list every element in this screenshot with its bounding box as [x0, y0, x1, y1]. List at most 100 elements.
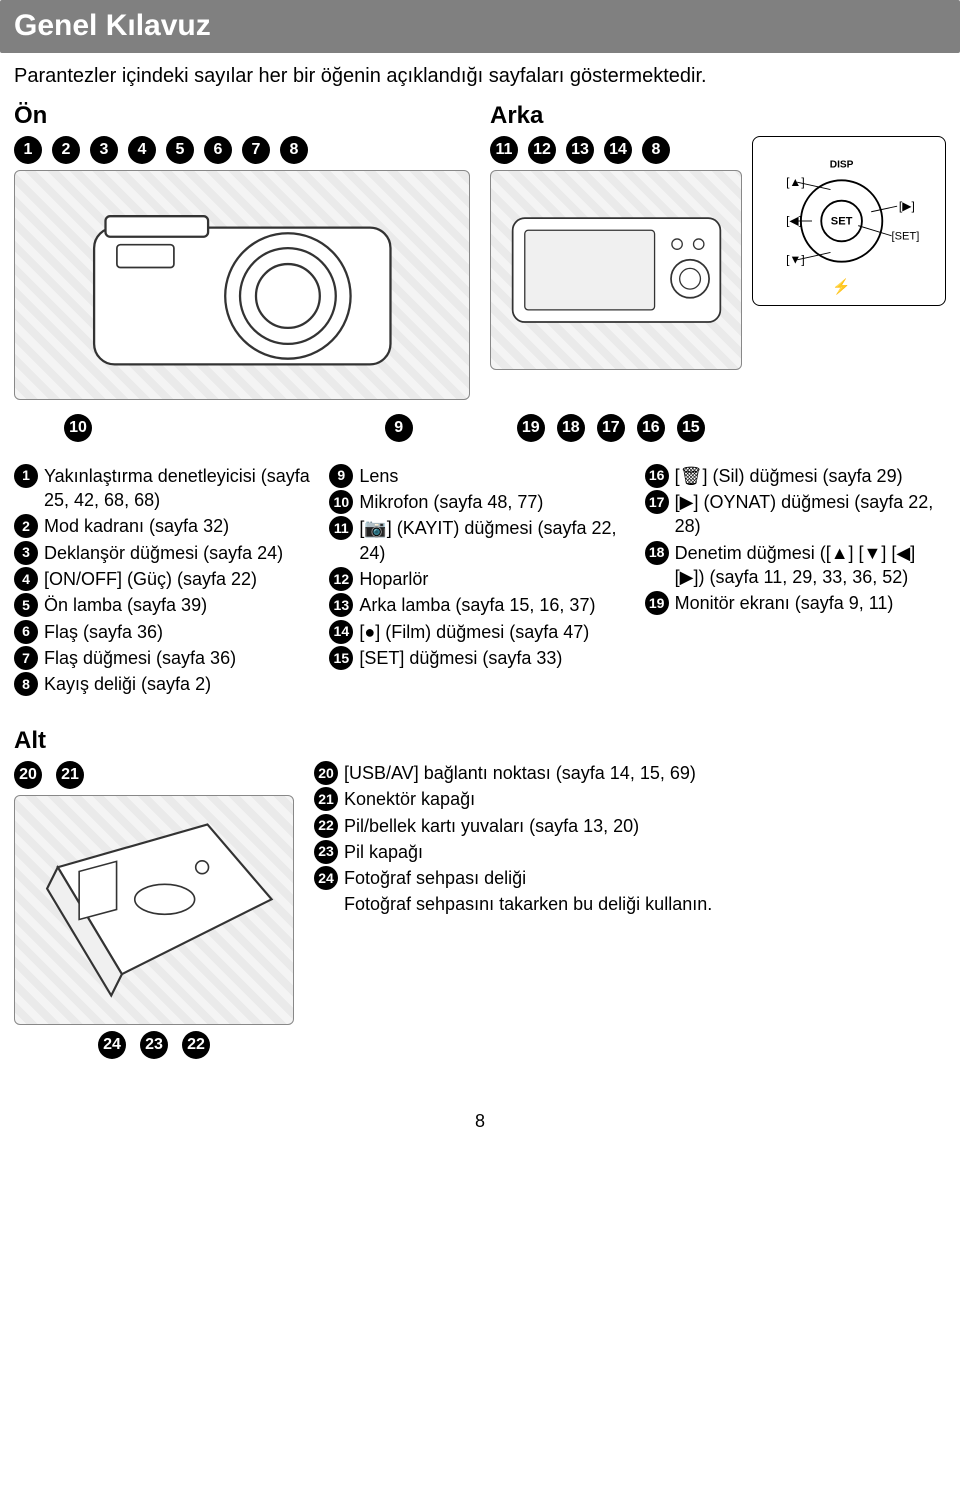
- legend-entry: 8Kayış deliği (sayfa 2): [14, 672, 315, 696]
- annot-circle: 7: [14, 646, 38, 670]
- annot-circle: 8: [280, 136, 308, 164]
- set-label: [SET]: [892, 230, 920, 242]
- annot-circle: 14: [604, 136, 632, 164]
- legend-entry: 19Monitör ekranı (sayfa 9, 11): [645, 591, 946, 615]
- legend-text: Fotoğraf sehpası deliği: [344, 866, 946, 890]
- set-center-label: SET: [831, 216, 853, 228]
- back-camera-illustration: [490, 170, 742, 370]
- annot-circle: 15: [677, 414, 705, 442]
- legend-entry: 9Lens: [329, 464, 630, 488]
- annot-circle: 24: [98, 1031, 126, 1059]
- annot-circle: 1: [14, 464, 38, 488]
- annot-circle: 20: [14, 761, 42, 789]
- annot-circle: 8: [14, 672, 38, 696]
- legend-entry: 15[SET] düğmesi (sayfa 33): [329, 646, 630, 670]
- legend-entry: 24Fotoğraf sehpası deliği: [314, 866, 946, 890]
- annot-circle: 10: [64, 414, 92, 442]
- legend-text: Ön lamba (sayfa 39): [44, 593, 315, 617]
- back-label: Arka: [490, 100, 946, 132]
- legend-col-right: 16[🗑] (Sil) düğmesi (sayfa 29)17[▶] (OYN…: [645, 464, 946, 699]
- annot-circle: 7: [242, 136, 270, 164]
- legend-entry: 7Flaş düğmesi (sayfa 36): [14, 646, 315, 670]
- legend-entry: 4[ON/OFF] (Güç) (sayfa 22): [14, 567, 315, 591]
- legend-text: [▶] (OYNAT) düğmesi (sayfa 22, 28): [675, 490, 946, 539]
- intro-text: Parantezler içindeki sayılar her bir öğe…: [0, 63, 960, 100]
- legend-entry: 5Ön lamba (sayfa 39): [14, 593, 315, 617]
- annot-circle: 4: [14, 567, 38, 591]
- legend-extra-text: Fotoğraf sehpasını takarken bu deliği ku…: [314, 892, 946, 916]
- legend-text: [USB/AV] bağlantı noktası (sayfa 14, 15,…: [344, 761, 946, 785]
- legend-entry: 11[📷] (KAYIT) düğmesi (sayfa 22, 24): [329, 516, 630, 565]
- disp-label: DISP: [830, 159, 854, 170]
- legend-text: Kayış deliği (sayfa 2): [44, 672, 315, 696]
- camera-views-row: Ön 12345678 Arka 111213148: [0, 100, 960, 400]
- legend-entry: 18Denetim düğmesi ([▲] [▼] [◀] [▶]) (say…: [645, 541, 946, 590]
- legend-text: Pil kapağı: [344, 840, 946, 864]
- legend-entry: 20[USB/AV] bağlantı noktası (sayfa 14, 1…: [314, 761, 946, 785]
- down-arrow-label: [▼]: [786, 252, 805, 266]
- annot-circle: 5: [166, 136, 194, 164]
- legend-entry: 13Arka lamba (sayfa 15, 16, 37): [329, 593, 630, 617]
- legend-text: Mod kadranı (sayfa 32): [44, 514, 315, 538]
- legend-text: Flaş düğmesi (sayfa 36): [44, 646, 315, 670]
- legend-entry: 14[●] (Film) düğmesi (sayfa 47): [329, 620, 630, 644]
- mid-annotation-row: 10 9 1918171615: [0, 400, 960, 456]
- front-view-col: Ön 12345678: [14, 100, 470, 400]
- legend-text: Flaş (sayfa 36): [44, 620, 315, 644]
- annot-circle: 6: [14, 620, 38, 644]
- legend-entry: 16[🗑] (Sil) düğmesi (sayfa 29): [645, 464, 946, 488]
- annot-circle: 22: [314, 814, 338, 838]
- legend-entry: 1Yakınlaştırma denetleyicisi (sayfa 25, …: [14, 464, 315, 513]
- legend-col-mid: 9Lens10Mikrofon (sayfa 48, 77)11[📷] (KAY…: [329, 464, 630, 699]
- annot-circle: 1: [14, 136, 42, 164]
- legend-entry: 3Deklanşör düğmesi (sayfa 24): [14, 541, 315, 565]
- annot-circle: 10: [329, 490, 353, 514]
- bottom-camera-illustration: [14, 795, 294, 1025]
- annot-circle: 9: [329, 464, 353, 488]
- annot-circle: 22: [182, 1031, 210, 1059]
- annot-circle: 8: [642, 136, 670, 164]
- legend-text: Denetim düğmesi ([▲] [▼] [◀] [▶]) (sayfa…: [675, 541, 946, 590]
- legend-text: [SET] düğmesi (sayfa 33): [359, 646, 630, 670]
- bottom-label: Alt: [0, 719, 960, 761]
- legend-entry: 12Hoparlör: [329, 567, 630, 591]
- dpad-diagram: SET DISP ⚡ [▲] [◀] [▼] [▶] [SET]: [752, 136, 946, 306]
- annot-circle: 17: [645, 490, 669, 514]
- up-arrow-label: [▲]: [786, 175, 805, 189]
- bottom-row: 2021 242322 20[USB/AV] bağlantı noktası …: [0, 761, 960, 1089]
- flash-icon: ⚡: [832, 277, 850, 295]
- annot-circle: 4: [128, 136, 156, 164]
- legend-text: Konektör kapağı: [344, 787, 946, 811]
- annot-circle: 9: [385, 414, 413, 442]
- bottom-illustration-col: 20 21 24 23 22: [14, 761, 294, 1059]
- legend-entry: 2Mod kadranı (sayfa 32): [14, 514, 315, 538]
- annot-circle: 17: [597, 414, 625, 442]
- legend-text: [●] (Film) düğmesi (sayfa 47): [359, 620, 630, 644]
- legend-text: [📷] (KAYIT) düğmesi (sayfa 22, 24): [359, 516, 630, 565]
- annot-circle: 21: [56, 761, 84, 789]
- legend-text: Mikrofon (sayfa 48, 77): [359, 490, 630, 514]
- annot-circle: 13: [329, 593, 353, 617]
- annot-circle: 14: [329, 620, 353, 644]
- annot-circle: 11: [329, 516, 353, 540]
- front-num-row: 12345678: [14, 136, 470, 164]
- annot-circle: 5: [14, 593, 38, 617]
- annot-circle: 18: [557, 414, 585, 442]
- legend-text: Yakınlaştırma denetleyicisi (sayfa 25, 4…: [44, 464, 315, 513]
- annot-circle: 3: [90, 136, 118, 164]
- annot-circle: 18: [645, 541, 669, 565]
- back-num-row: 111213148: [490, 136, 742, 164]
- annot-circle: 23: [140, 1031, 168, 1059]
- legend-entry: 22Pil/bellek kartı yuvaları (sayfa 13, 2…: [314, 814, 946, 838]
- back-view-col: Arka 111213148: [490, 100, 946, 400]
- annot-circle: 20: [314, 761, 338, 785]
- page-number: 8: [0, 1089, 960, 1143]
- annot-circle: 11: [490, 136, 518, 164]
- annot-circle: 19: [645, 591, 669, 615]
- bottom-legend-col: 20[USB/AV] bağlantı noktası (sayfa 14, 1…: [314, 761, 946, 919]
- legend-text: [ON/OFF] (Güç) (sayfa 22): [44, 567, 315, 591]
- annot-circle: 12: [329, 567, 353, 591]
- legend-text: Monitör ekranı (sayfa 9, 11): [675, 591, 946, 615]
- annot-circle: 21: [314, 787, 338, 811]
- legend-text: Deklanşör düğmesi (sayfa 24): [44, 541, 315, 565]
